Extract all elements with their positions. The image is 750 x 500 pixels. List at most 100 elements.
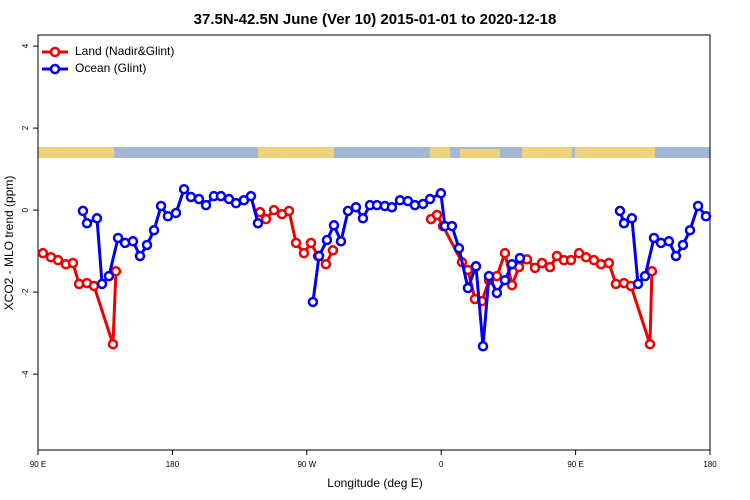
legend-item: Ocean (Glint) bbox=[42, 61, 146, 75]
data-point bbox=[81, 217, 93, 229]
legend-label: Ocean (Glint) bbox=[75, 61, 146, 75]
x-tick-label: 0 bbox=[439, 460, 444, 469]
data-point bbox=[700, 211, 712, 222]
data-point bbox=[252, 217, 264, 229]
data-point bbox=[614, 205, 626, 217]
data-point bbox=[483, 270, 495, 282]
data-point bbox=[37, 247, 49, 259]
data-point bbox=[305, 237, 317, 249]
y-tick-label: -2 bbox=[21, 288, 30, 296]
data-point bbox=[327, 245, 339, 256]
map-strip bbox=[38, 147, 710, 158]
data-point bbox=[499, 247, 511, 259]
data-point bbox=[435, 188, 447, 199]
data-point bbox=[67, 257, 79, 269]
y-tick-label: 0 bbox=[21, 207, 30, 212]
data-point bbox=[342, 205, 354, 217]
y-tick-label: 4 bbox=[21, 43, 30, 48]
data-point bbox=[626, 213, 638, 224]
data-point bbox=[470, 261, 482, 272]
data-point bbox=[88, 280, 100, 292]
data-point bbox=[141, 239, 153, 251]
legend-label: Land (Nadir&Glint) bbox=[75, 44, 174, 58]
data-point bbox=[162, 211, 174, 222]
data-point bbox=[52, 254, 64, 266]
legend-item: Land (Nadir&Glint) bbox=[42, 44, 174, 58]
data-point bbox=[417, 198, 429, 210]
data-point bbox=[632, 278, 644, 290]
data-point bbox=[684, 224, 696, 236]
data-point bbox=[96, 278, 108, 290]
data-point bbox=[565, 254, 577, 266]
chart-title: 37.5N-42.5N June (Ver 10) 2015-01-01 to … bbox=[194, 11, 557, 28]
data-point bbox=[610, 278, 622, 290]
data-point bbox=[646, 265, 658, 277]
data-point bbox=[514, 252, 526, 264]
data-point bbox=[648, 232, 660, 244]
data-point bbox=[499, 274, 511, 286]
data-point bbox=[692, 200, 704, 212]
data-point bbox=[290, 237, 302, 249]
data-point bbox=[260, 213, 272, 225]
x-tick-label: 180 bbox=[166, 460, 180, 469]
data-point bbox=[350, 201, 362, 213]
data-point bbox=[148, 224, 160, 236]
data-point bbox=[424, 193, 436, 205]
data-point bbox=[595, 258, 607, 270]
data-point bbox=[431, 209, 443, 221]
data-point bbox=[506, 258, 518, 270]
data-point bbox=[477, 341, 489, 352]
data-point bbox=[77, 205, 89, 217]
data-point bbox=[268, 204, 280, 216]
data-point bbox=[462, 282, 474, 294]
data-point bbox=[155, 200, 167, 212]
data-point bbox=[193, 193, 205, 205]
data-point bbox=[91, 213, 103, 224]
x-tick-label: 90 W bbox=[297, 460, 316, 469]
x-tick-label: 180 bbox=[703, 460, 717, 469]
data-point bbox=[110, 265, 122, 277]
data-point bbox=[321, 234, 333, 246]
data-point bbox=[677, 239, 689, 251]
x-tick-label: 90 E bbox=[30, 460, 46, 469]
data-point bbox=[453, 242, 465, 254]
data-point bbox=[178, 183, 190, 195]
data-point bbox=[298, 247, 310, 259]
data-point bbox=[112, 232, 124, 244]
data-point bbox=[127, 236, 139, 247]
data-point bbox=[215, 190, 227, 202]
data-point bbox=[103, 270, 115, 282]
y-tick-label: -4 bbox=[21, 370, 30, 378]
data-point bbox=[544, 261, 556, 273]
data-point bbox=[618, 217, 630, 229]
legend-marker bbox=[49, 63, 61, 75]
series-line bbox=[42, 208, 654, 346]
data-point bbox=[357, 213, 369, 224]
data-point bbox=[409, 199, 421, 211]
x-axis-label: Longitude (deg E) bbox=[327, 476, 422, 490]
data-point bbox=[107, 338, 119, 350]
data-point bbox=[446, 220, 458, 232]
x-tick-label: 90 E bbox=[567, 460, 583, 469]
plot-frame bbox=[37, 34, 711, 451]
data-point bbox=[506, 279, 518, 291]
data-point bbox=[335, 236, 347, 247]
data-point bbox=[320, 258, 332, 270]
data-point bbox=[529, 262, 541, 274]
data-point bbox=[491, 287, 503, 299]
y-tick-label: 2 bbox=[21, 125, 30, 130]
data-point bbox=[603, 257, 615, 269]
data-point bbox=[639, 270, 651, 282]
data-point bbox=[185, 191, 197, 203]
data-point bbox=[386, 201, 398, 213]
data-point bbox=[536, 257, 548, 269]
data-point bbox=[200, 199, 212, 211]
data-point bbox=[283, 205, 295, 217]
data-point bbox=[663, 236, 675, 247]
data-point bbox=[670, 250, 682, 262]
data-point bbox=[328, 220, 340, 231]
data-point bbox=[644, 338, 656, 350]
data-point bbox=[170, 207, 182, 219]
data-point bbox=[313, 250, 325, 262]
